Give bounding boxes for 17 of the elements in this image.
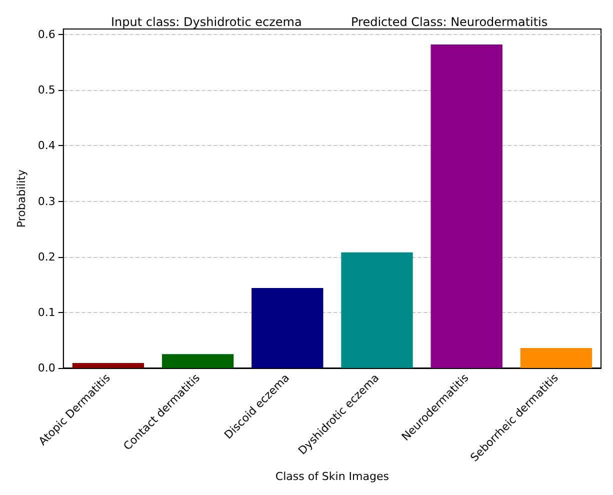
bar [162, 354, 234, 368]
x-axis-title: Class of Skin Images [275, 470, 390, 483]
y-tick-label: 0.1 [38, 306, 56, 319]
chart-title: Input class: Dyshidrotic eczema [111, 15, 302, 29]
bar [72, 363, 144, 368]
y-tick-label: 0.2 [38, 250, 56, 264]
chart-subtitle: Predicted Class: Neurodermatitis [351, 15, 548, 29]
y-tick-label: 0.6 [38, 28, 56, 42]
y-tick-label: 0.4 [38, 139, 56, 152]
y-tick-label: 0.5 [38, 84, 56, 97]
y-tick-label: 0.0 [38, 362, 56, 374]
y-tick-label: 0.3 [38, 194, 56, 208]
bar [341, 252, 413, 368]
bar [252, 288, 324, 368]
bar [520, 348, 592, 368]
bar [430, 44, 502, 368]
y-axis-title: Probability [15, 168, 28, 228]
